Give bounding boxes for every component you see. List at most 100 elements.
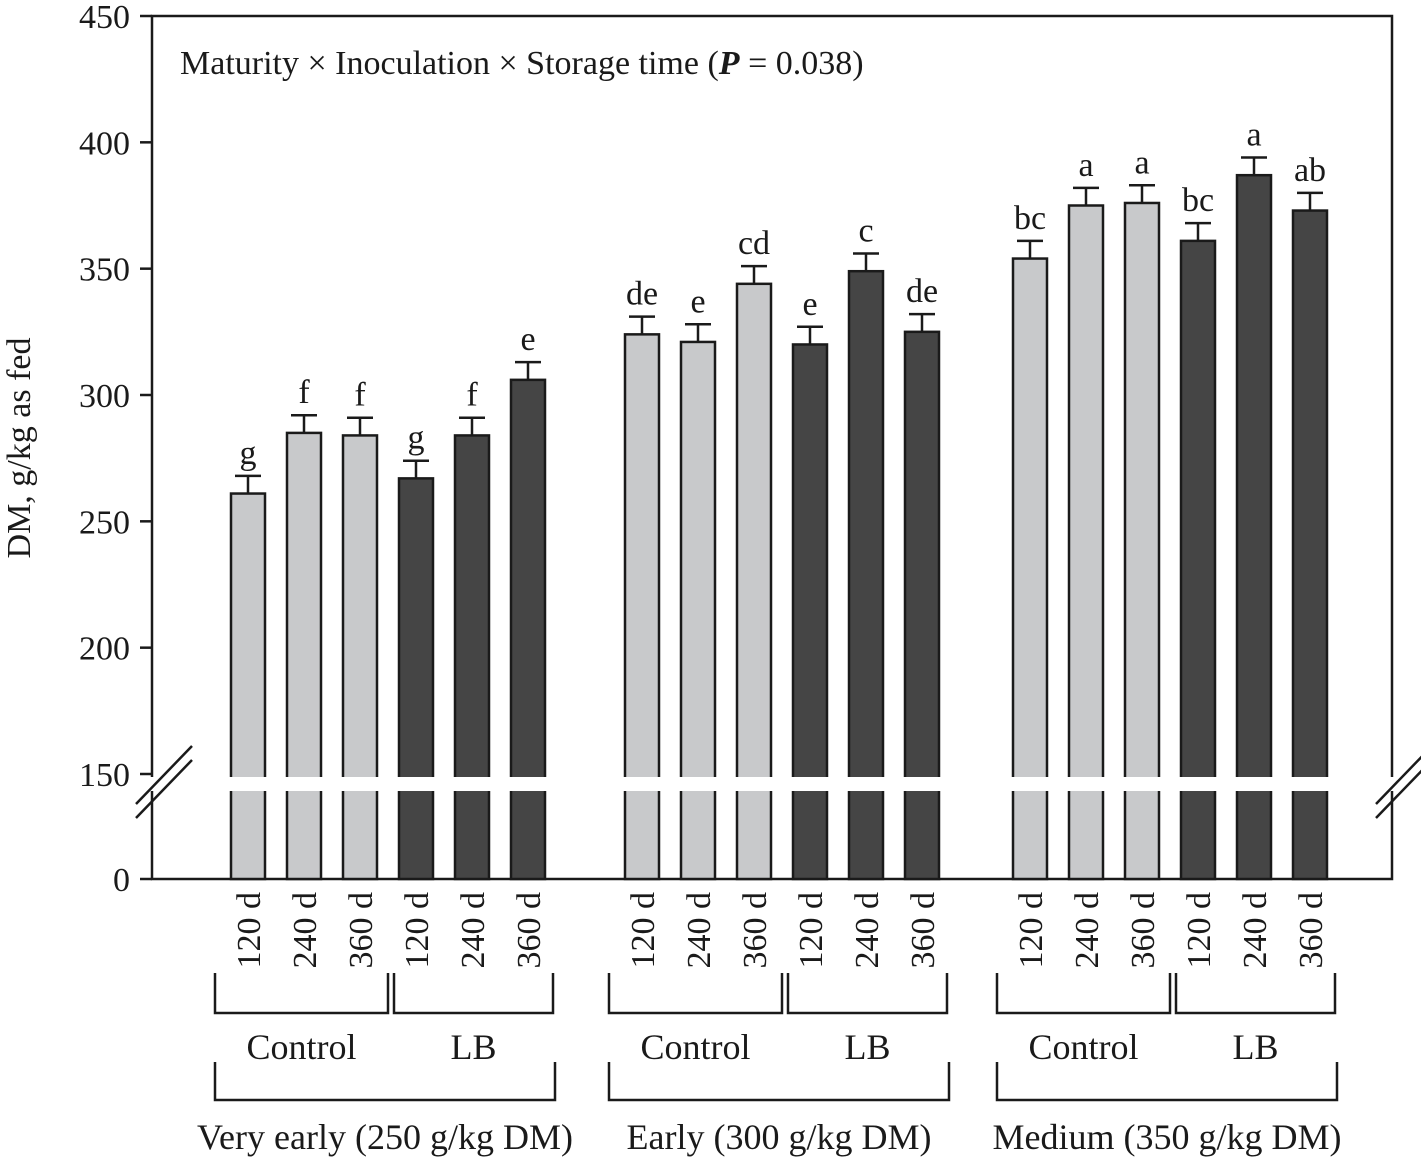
bar-break-gap (1289, 777, 1331, 791)
x-tick-label: 360 d (343, 892, 380, 969)
bar-break-gap (621, 777, 663, 791)
bar-0-lb-240d (453, 434, 491, 881)
bar-0-control-360d (341, 434, 379, 881)
x-tick-label: 360 d (1293, 892, 1330, 969)
x-tick-label: 120 d (231, 892, 268, 969)
maturity-label: Very early (250 g/kg DM) (197, 1117, 573, 1157)
y-axis-label: DM, g/kg as fed (1, 338, 38, 559)
significance-letter: e (802, 286, 817, 323)
significance-letter: cd (738, 225, 770, 262)
significance-letter: bc (1014, 200, 1046, 237)
bar-break-gap (901, 777, 943, 791)
axis-break-slash-right (1375, 769, 1421, 819)
significance-letter: e (520, 321, 535, 358)
inoculation-label: Control (246, 1027, 356, 1067)
x-tick-label: 240 d (455, 892, 492, 969)
bar-break-gap (1233, 777, 1275, 791)
inoculation-label: LB (1232, 1027, 1278, 1067)
axis-break-slash-left (135, 759, 193, 819)
bar-2-lb-360d (1291, 209, 1329, 881)
significance-letter: bc (1182, 182, 1214, 219)
significance-letter: de (626, 276, 658, 313)
bar-break-gap (1009, 777, 1051, 791)
y-tick-label-300: 300 (79, 378, 130, 415)
inoculation-bracket (995, 973, 1172, 1015)
maturity-bracket (607, 1062, 951, 1102)
y-tick-label-0: 0 (113, 862, 130, 899)
bar-break-gap (733, 777, 775, 791)
inoculation-bracket (1174, 973, 1337, 1015)
bar-break-gap (1121, 777, 1163, 791)
bar-break-gap (283, 777, 325, 791)
x-tick-label: 120 d (625, 892, 662, 969)
inoculation-bracket (213, 973, 390, 1015)
x-tick-label: 360 d (511, 892, 548, 969)
y-tick-label-350: 350 (79, 252, 130, 289)
bar-break-gap (1177, 777, 1219, 791)
x-tick-label: 240 d (681, 892, 718, 969)
significance-letter: e (690, 283, 705, 320)
axis-break-gap-right (1388, 777, 1396, 791)
bar-1-control-120d (623, 333, 661, 881)
y-tick-label-250: 250 (79, 504, 130, 541)
significance-letter: f (298, 374, 310, 411)
significance-letter: g (240, 435, 257, 472)
bar-0-lb-360d (509, 378, 547, 881)
plot-area: 0 150 200 250 300 350 400 450 g 120 d f 240 d f 360 d… (79, 0, 1421, 1157)
bar-break-gap (789, 777, 831, 791)
x-tick-label: 360 d (737, 892, 774, 969)
significance-letter: f (466, 377, 478, 414)
maturity-label: Medium (350 g/kg DM) (993, 1117, 1342, 1157)
y-tick-label-400: 400 (79, 125, 130, 162)
bar-break-gap (395, 777, 437, 791)
x-tick-label: 120 d (793, 892, 830, 969)
x-tick-label: 360 d (905, 892, 942, 969)
maturity-bracket (213, 1062, 557, 1102)
bar-0-lb-120d (397, 477, 435, 881)
bar-break-gap (507, 777, 549, 791)
x-tick-label: 360 d (1125, 892, 1162, 969)
inoculation-bracket (786, 973, 949, 1015)
bar-2-control-360d (1123, 201, 1161, 881)
significance-letter: a (1134, 144, 1149, 181)
inoculation-label: Control (1028, 1027, 1138, 1067)
inoculation-bracket (607, 973, 784, 1015)
title-suffix: = 0.038) (740, 45, 864, 82)
x-tick-label: 240 d (849, 892, 886, 969)
axis-break-gap-left (148, 777, 156, 791)
significance-letter: g (408, 420, 425, 457)
bar-0-control-120d (229, 492, 267, 881)
title-p-symbol: P (718, 45, 740, 82)
bar-break-gap (845, 777, 887, 791)
bar-break-gap (451, 777, 493, 791)
significance-letter: c (858, 213, 873, 250)
significance-letter: f (354, 377, 366, 414)
significance-letter: ab (1294, 152, 1326, 189)
bar-break-gap (1065, 777, 1107, 791)
chart-title: Maturity × Inoculation × Storage time (P… (180, 45, 864, 82)
inoculation-bracket (392, 973, 555, 1015)
x-tick-label: 120 d (1013, 892, 1050, 969)
maturity-label: Early (300 g/kg DM) (627, 1117, 932, 1157)
inoculation-label: Control (640, 1027, 750, 1067)
bar-break-gap (677, 777, 719, 791)
maturity-bracket (995, 1062, 1339, 1102)
bar-2-lb-240d (1235, 173, 1273, 881)
bar-1-lb-360d (903, 330, 941, 881)
x-tick-label: 240 d (1237, 892, 1274, 969)
x-tick-label: 120 d (1181, 892, 1218, 969)
inoculation-label: LB (844, 1027, 890, 1067)
axis-break-slash-right (1375, 755, 1421, 805)
x-tick-label: 240 d (287, 892, 324, 969)
axis-break-slash-left (135, 745, 193, 805)
y-tick-label-200: 200 (79, 631, 130, 668)
significance-letter: a (1246, 116, 1261, 153)
significance-letter: de (906, 273, 938, 310)
bar-1-control-240d (679, 340, 717, 881)
x-tick-label: 240 d (1069, 892, 1106, 969)
y-tick-label-150: 150 (79, 757, 130, 794)
inoculation-label: LB (450, 1027, 496, 1067)
y-tick-label-450: 450 (79, 0, 130, 36)
significance-letter: a (1078, 147, 1093, 184)
